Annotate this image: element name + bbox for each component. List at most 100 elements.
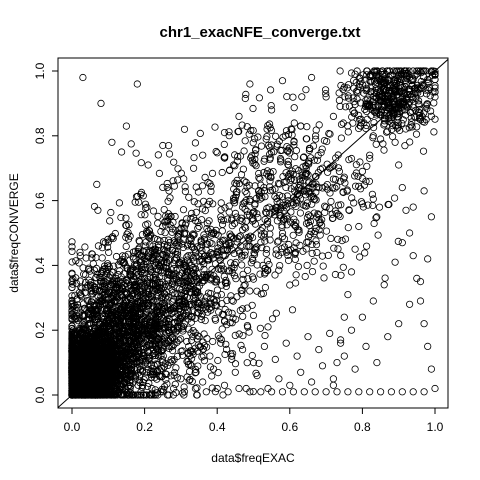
scatter-point	[124, 361, 132, 369]
scatter-point	[179, 323, 188, 331]
scatter-point	[115, 277, 123, 285]
scatter-point	[161, 300, 169, 308]
scatter-point	[88, 254, 96, 262]
scatter-point	[91, 355, 100, 364]
scatter-point	[207, 294, 215, 303]
scatter-point	[279, 133, 287, 141]
scatter-point	[137, 276, 145, 284]
scatter-point	[87, 385, 95, 393]
scatter-point	[117, 312, 125, 320]
scatter-point	[243, 304, 251, 312]
scatter-point	[208, 372, 216, 380]
scatter-point	[198, 257, 206, 266]
scatter-point	[155, 169, 163, 177]
scatter-point	[249, 139, 257, 147]
scatter-point	[133, 301, 141, 309]
scatter-point	[187, 300, 195, 309]
scatter-point	[231, 360, 240, 368]
scatter-point	[172, 364, 180, 372]
scatter-point	[207, 225, 215, 233]
scatter-point	[70, 375, 78, 383]
scatter-point	[103, 372, 111, 380]
scatter-point	[104, 238, 112, 246]
scatter-point	[214, 332, 222, 340]
scatter-point	[186, 360, 194, 368]
scatter-point	[108, 339, 116, 347]
y-tick-label: 0.2	[33, 322, 47, 339]
scatter-point	[197, 315, 205, 324]
scatter-point	[239, 331, 247, 340]
scatter-point	[111, 345, 119, 353]
scatter-point	[237, 341, 245, 349]
scatter-point	[177, 335, 185, 343]
scatter-point	[158, 372, 166, 380]
scatter-point	[97, 269, 106, 278]
scatter-point	[68, 391, 76, 399]
scatter-point	[127, 272, 135, 280]
scatter-point	[138, 383, 146, 392]
scatter-point	[181, 221, 189, 229]
scatter-point	[256, 270, 264, 278]
scatter-point	[171, 239, 179, 247]
scatter-point	[162, 221, 170, 229]
scatter-point	[147, 370, 155, 379]
scatter-point	[107, 370, 115, 378]
scatter-point	[211, 301, 219, 309]
scatter-points	[68, 67, 439, 399]
scatter-point	[154, 212, 162, 220]
scatter-point	[169, 342, 177, 350]
scatter-point	[118, 148, 126, 156]
scatter-point	[216, 240, 224, 248]
scatter-point	[68, 238, 76, 246]
scatter-point	[236, 306, 244, 315]
scatter-point	[105, 248, 113, 256]
scatter-point	[255, 94, 263, 102]
scatter-point	[235, 233, 243, 241]
scatter-point	[194, 288, 202, 296]
scatter-point	[111, 332, 119, 341]
scatter-point	[98, 375, 106, 384]
scatter-point	[143, 382, 152, 391]
scatter-point	[310, 257, 318, 265]
scatter-point	[106, 217, 114, 225]
scatter-point	[221, 246, 229, 254]
scatter-point	[144, 249, 152, 257]
scatter-point	[235, 330, 243, 338]
scatter-point	[190, 198, 198, 206]
scatter-point	[131, 334, 139, 343]
scatter-point	[192, 368, 200, 376]
scatter-point	[173, 373, 182, 382]
scatter-point	[255, 359, 263, 367]
scatter-point	[187, 336, 196, 344]
scatter-point	[128, 308, 136, 316]
scatter-point	[155, 340, 163, 348]
scatter-point	[213, 247, 222, 255]
scatter-point	[167, 270, 176, 278]
y-tick-label: 1.0	[33, 62, 47, 79]
scatter-point	[179, 312, 187, 320]
scatter-point	[68, 356, 76, 364]
scatter-point	[196, 129, 204, 137]
scatter-point	[124, 235, 133, 243]
scatter-point	[137, 159, 145, 167]
scatter-point	[164, 326, 172, 335]
scatter-point	[98, 254, 106, 262]
scatter-point	[126, 376, 134, 384]
scatter-point	[112, 311, 121, 319]
x-axis-ticks: 0.0 0.2 0.4 0.6 0.8 1.0	[64, 408, 444, 434]
scatter-point	[213, 292, 221, 300]
scatter-point	[87, 339, 96, 347]
scatter-point	[76, 391, 84, 399]
scatter-point	[194, 332, 202, 340]
scatter-point	[221, 350, 229, 359]
scatter-point	[185, 259, 193, 267]
scatter-point	[154, 219, 162, 227]
scatter-point	[148, 340, 156, 349]
scatter-point	[137, 315, 145, 323]
scatter-point	[198, 247, 206, 255]
scatter-point	[129, 329, 137, 337]
scatter-point	[147, 328, 155, 336]
scatter-point	[137, 290, 145, 298]
scatter-point	[68, 324, 76, 332]
scatter-point	[214, 368, 222, 377]
